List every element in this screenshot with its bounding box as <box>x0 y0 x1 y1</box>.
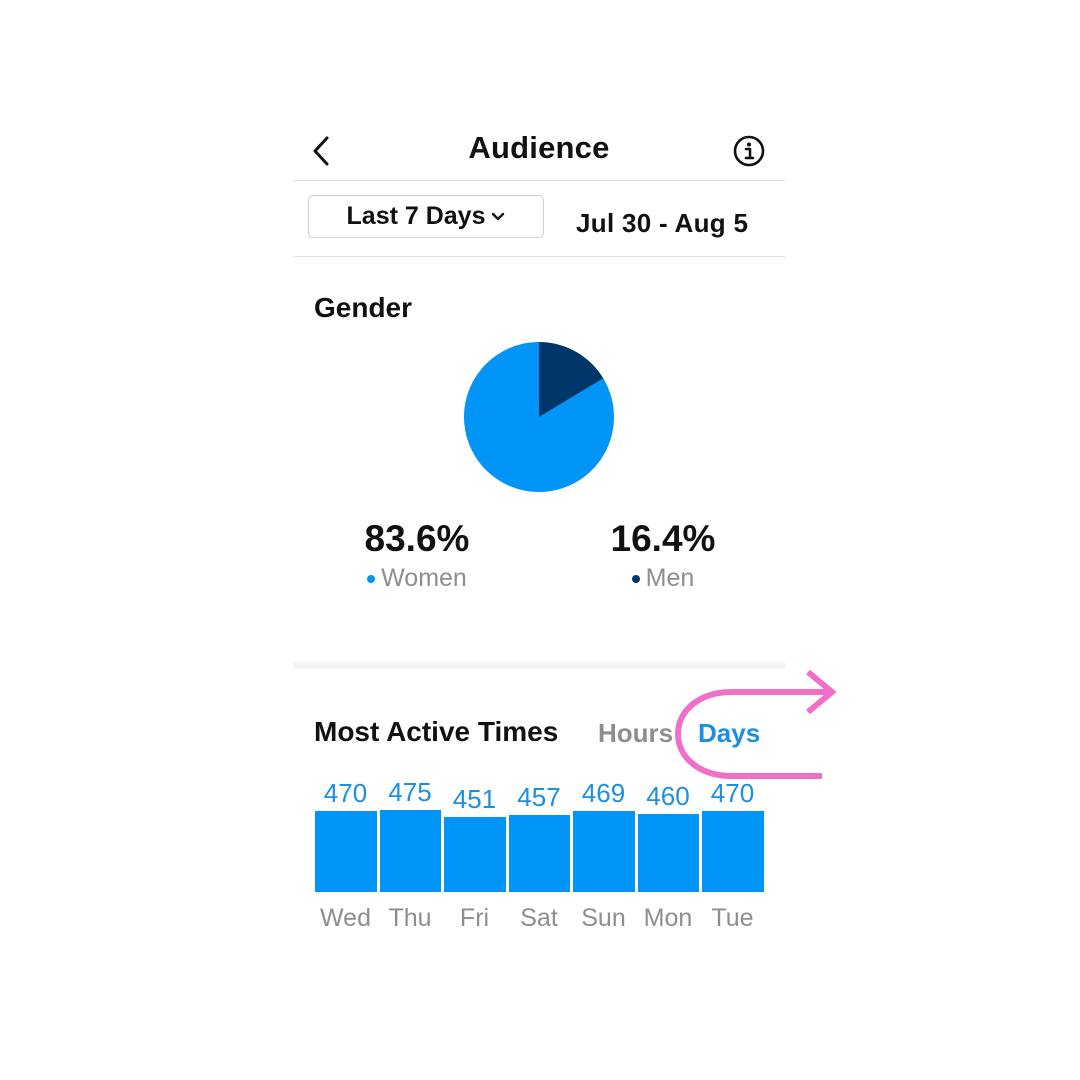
date-range-text: Jul 30 - Aug 5 <box>576 208 749 238</box>
day-tick-label: Sun <box>581 904 626 932</box>
women-legend-label: Women <box>381 564 467 592</box>
bar-wed <box>315 811 377 892</box>
chevron-down-icon <box>492 212 505 220</box>
date-range-dropdown-label: Last 7 Days <box>346 202 486 230</box>
back-button[interactable] <box>307 134 337 168</box>
bar-fri <box>444 816 506 892</box>
bar-mon <box>637 814 699 892</box>
men-legend: Men <box>563 564 763 593</box>
day-tick-label: Fri <box>459 904 490 932</box>
active-days-bar-chart: 470 Wed 475 Thu 451 Fri 457 Sat 469 Sun 460 Mon 470 T… <box>293 120 785 980</box>
bar-tue <box>702 811 764 892</box>
bar-value-label: 470 <box>323 778 368 808</box>
bar-value-label: 469 <box>581 778 626 809</box>
chevron-left-icon <box>313 136 329 166</box>
bar-sat <box>508 814 570 892</box>
bar-value-label: 451 <box>452 783 497 814</box>
gender-pie-chart <box>464 342 614 492</box>
men-legend-dot <box>631 574 640 583</box>
pie-slice-men <box>539 342 604 417</box>
day-tick-label: Mon <box>643 904 693 932</box>
date-range-dropdown[interactable]: Last 7 Days <box>308 195 544 238</box>
day-tick-label: Tue <box>711 904 754 932</box>
bar-value-label: 460 <box>646 781 690 811</box>
annotation-arrow-icon <box>674 669 837 779</box>
bar-value-label: 475 <box>388 776 432 807</box>
men-legend-label: Men <box>645 564 695 592</box>
women-legend: Women <box>317 564 517 593</box>
day-tick-label: Sat <box>520 904 558 932</box>
info-icon <box>733 135 765 167</box>
men-percent: 16.4% <box>610 518 716 559</box>
info-button[interactable] <box>732 134 766 168</box>
audience-screen: Audience Last 7 Days Jul 30 - Aug 5 Gend… <box>293 120 785 980</box>
bar-value-label: 470 <box>710 778 755 808</box>
bar-thu <box>379 809 441 892</box>
most-active-times-title: Most Active Times <box>314 716 559 747</box>
women-percent: 83.6% <box>364 518 470 559</box>
days-tab[interactable]: Days <box>698 718 761 748</box>
bar-sun <box>573 811 635 892</box>
range-divider <box>293 256 785 257</box>
hours-tab[interactable]: Hours <box>598 718 674 748</box>
bar-value-label: 457 <box>517 781 561 812</box>
day-tick-label: Thu <box>388 904 432 932</box>
gender-title: Gender <box>314 292 413 323</box>
women-legend-dot <box>367 574 376 583</box>
day-tick-label: Wed <box>320 904 371 932</box>
section-divider <box>293 662 785 669</box>
header-divider <box>293 180 785 181</box>
page-title: Audience <box>468 130 610 165</box>
